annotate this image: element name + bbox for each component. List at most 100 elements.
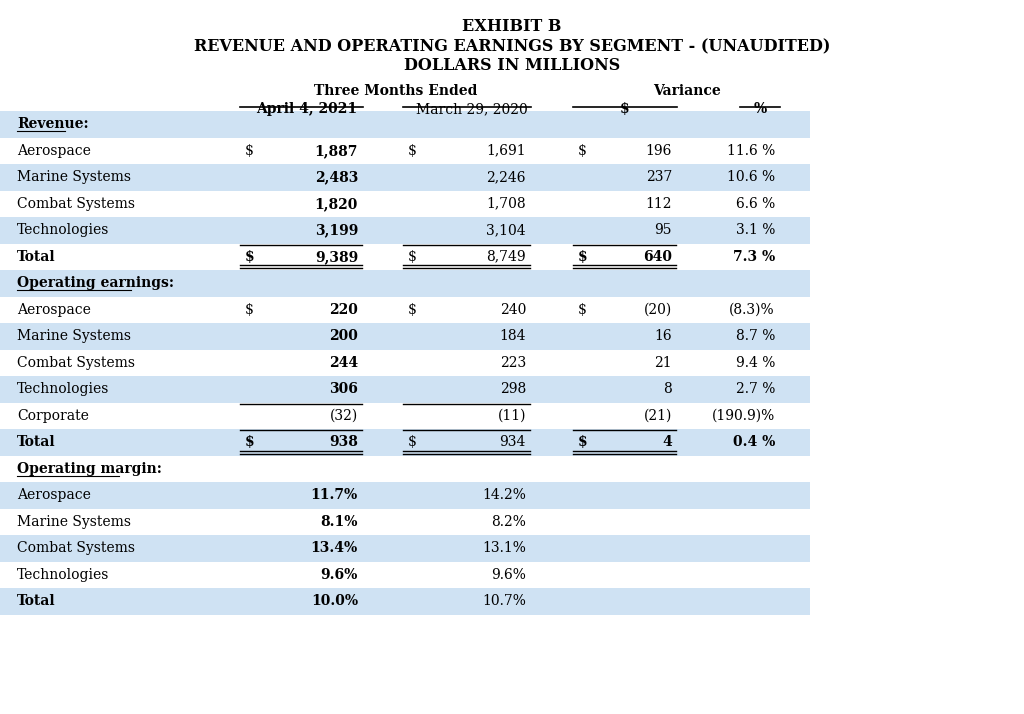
Text: 10.0%: 10.0% [311, 594, 358, 608]
Text: $: $ [245, 303, 254, 317]
Text: $: $ [408, 144, 417, 158]
Text: 3,104: 3,104 [486, 223, 526, 237]
Text: 2.7 %: 2.7 % [735, 382, 775, 396]
Text: 112: 112 [645, 197, 672, 211]
Text: 9,389: 9,389 [314, 250, 358, 263]
Text: 13.4%: 13.4% [310, 541, 358, 555]
Text: 8.7 %: 8.7 % [735, 329, 775, 343]
Text: 1,887: 1,887 [314, 144, 358, 158]
Text: 8.2%: 8.2% [492, 515, 526, 529]
Bar [0, 164, 810, 191]
Text: 240: 240 [500, 303, 526, 317]
Text: Operating margin:: Operating margin: [17, 462, 162, 476]
Text: $: $ [578, 303, 587, 317]
Text: 200: 200 [329, 329, 358, 343]
Bar [0, 191, 810, 217]
Bar [0, 429, 810, 456]
Text: EXHIBIT B: EXHIBIT B [462, 18, 562, 35]
Text: REVENUE AND OPERATING EARNINGS BY SEGMENT - (UNAUDITED): REVENUE AND OPERATING EARNINGS BY SEGMEN… [194, 38, 830, 55]
Text: $: $ [245, 250, 255, 263]
Text: 95: 95 [654, 223, 672, 237]
Bar [0, 270, 810, 296]
Text: Total: Total [17, 594, 55, 608]
Text: 11.7%: 11.7% [310, 488, 358, 502]
Text: 14.2%: 14.2% [482, 488, 526, 502]
Text: 0.4 %: 0.4 % [732, 436, 775, 449]
Text: 9.6%: 9.6% [321, 568, 358, 582]
Bar [0, 482, 810, 508]
Text: 934: 934 [500, 436, 526, 449]
Text: 184: 184 [500, 329, 526, 343]
Text: March 29, 2020: March 29, 2020 [416, 102, 528, 116]
Text: 7.3 %: 7.3 % [733, 250, 775, 263]
Text: 3.1 %: 3.1 % [735, 223, 775, 237]
Text: (190.9)%: (190.9)% [712, 408, 775, 423]
Bar [0, 296, 810, 323]
Bar [0, 588, 810, 615]
Text: (32): (32) [330, 408, 358, 423]
Text: 306: 306 [329, 382, 358, 396]
Text: Variance: Variance [652, 84, 720, 98]
Text: 10.7%: 10.7% [482, 594, 526, 608]
Text: $: $ [621, 102, 630, 116]
Text: Combat Systems: Combat Systems [17, 197, 135, 211]
Text: (8.3)%: (8.3)% [729, 303, 775, 317]
Text: 9.4 %: 9.4 % [735, 356, 775, 370]
Text: April 4, 2021: April 4, 2021 [256, 102, 357, 116]
Text: 298: 298 [500, 382, 526, 396]
Text: Aerospace: Aerospace [17, 303, 91, 317]
Bar [0, 323, 810, 349]
Text: 2,246: 2,246 [486, 170, 526, 184]
Text: 11.6 %: 11.6 % [727, 144, 775, 158]
Text: Corporate: Corporate [17, 408, 89, 423]
Text: 938: 938 [329, 436, 358, 449]
Text: 4: 4 [663, 436, 672, 449]
Text: 8.1%: 8.1% [321, 515, 358, 529]
Text: Technologies: Technologies [17, 223, 110, 237]
Text: Marine Systems: Marine Systems [17, 329, 131, 343]
Text: (21): (21) [644, 408, 672, 423]
Text: 223: 223 [500, 356, 526, 370]
Text: Aerospace: Aerospace [17, 488, 91, 502]
Bar [0, 561, 810, 588]
Bar [0, 376, 810, 403]
Bar [0, 456, 810, 482]
Text: Aerospace: Aerospace [17, 144, 91, 158]
Text: 1,708: 1,708 [486, 197, 526, 211]
Bar [0, 349, 810, 376]
Text: Marine Systems: Marine Systems [17, 170, 131, 184]
Text: %: % [754, 102, 767, 116]
Text: (20): (20) [644, 303, 672, 317]
Text: 6.6 %: 6.6 % [736, 197, 775, 211]
Text: Total: Total [17, 250, 55, 263]
Text: $: $ [245, 144, 254, 158]
Text: Technologies: Technologies [17, 568, 110, 582]
Text: 21: 21 [654, 356, 672, 370]
Text: $: $ [245, 436, 255, 449]
Text: Combat Systems: Combat Systems [17, 356, 135, 370]
Text: $: $ [578, 144, 587, 158]
Text: Operating earnings:: Operating earnings: [17, 276, 174, 291]
Text: Total: Total [17, 436, 55, 449]
Text: 13.1%: 13.1% [482, 541, 526, 555]
Text: 10.6 %: 10.6 % [727, 170, 775, 184]
Bar [0, 403, 810, 429]
Text: $: $ [578, 250, 588, 263]
Text: Technologies: Technologies [17, 382, 110, 396]
Bar [0, 217, 810, 243]
Text: 640: 640 [643, 250, 672, 263]
Text: 2,483: 2,483 [314, 170, 358, 184]
Text: 237: 237 [645, 170, 672, 184]
Bar [0, 243, 810, 270]
Text: 1,820: 1,820 [314, 197, 358, 211]
Bar [0, 508, 810, 535]
Bar [0, 535, 810, 561]
Text: Revenue:: Revenue: [17, 117, 89, 131]
Text: 220: 220 [329, 303, 358, 317]
Text: 8: 8 [664, 382, 672, 396]
Text: 1,691: 1,691 [486, 144, 526, 158]
Text: $: $ [408, 303, 417, 317]
Text: Combat Systems: Combat Systems [17, 541, 135, 555]
Text: Marine Systems: Marine Systems [17, 515, 131, 529]
Text: Three Months Ended: Three Months Ended [313, 84, 477, 98]
